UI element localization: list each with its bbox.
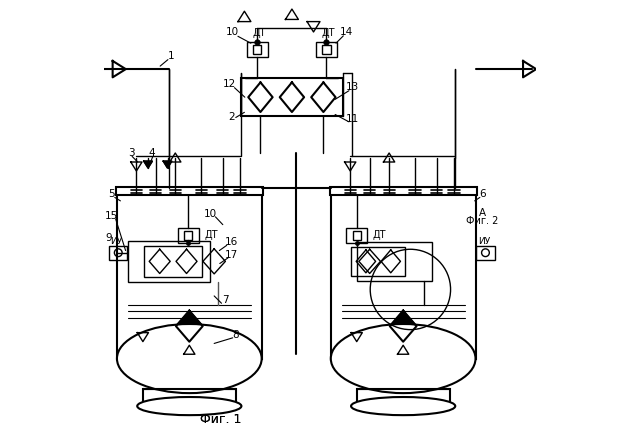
Bar — [184, 231, 192, 240]
Text: 4: 4 — [148, 148, 155, 159]
Text: Фиг. 1: Фиг. 1 — [200, 413, 241, 426]
Polygon shape — [144, 161, 152, 168]
Text: ИУ: ИУ — [477, 237, 490, 245]
Text: ДТ: ДТ — [253, 28, 266, 38]
Text: 11: 11 — [346, 114, 359, 124]
Bar — [351, 247, 405, 276]
Polygon shape — [390, 311, 417, 342]
Bar — [109, 246, 127, 260]
Text: 6: 6 — [479, 189, 486, 200]
Bar — [116, 187, 263, 195]
Text: 17: 17 — [225, 250, 239, 260]
Text: 15: 15 — [105, 211, 118, 221]
Text: 8: 8 — [232, 330, 239, 340]
Text: Фиг. 2: Фиг. 2 — [466, 216, 498, 226]
Bar — [246, 42, 268, 57]
Bar — [144, 246, 202, 277]
Text: 1: 1 — [168, 51, 174, 61]
Bar — [117, 190, 262, 359]
Text: 2: 2 — [228, 111, 235, 122]
Bar — [143, 389, 236, 406]
Text: 9: 9 — [106, 232, 113, 243]
Bar — [356, 389, 450, 406]
Bar — [353, 231, 361, 240]
Ellipse shape — [137, 397, 241, 415]
Text: ДТ: ДТ — [204, 230, 218, 241]
Bar — [330, 187, 477, 195]
Ellipse shape — [331, 324, 476, 393]
Text: 10: 10 — [226, 27, 239, 38]
Text: 10: 10 — [204, 209, 217, 219]
Bar — [316, 42, 337, 57]
Text: 16: 16 — [225, 237, 238, 247]
Bar — [331, 190, 476, 359]
Bar — [476, 246, 495, 260]
Text: ИУ: ИУ — [111, 237, 123, 245]
Text: 14: 14 — [340, 27, 353, 38]
Bar — [128, 241, 210, 282]
Bar — [346, 228, 367, 243]
Text: Фиг. 1: Фиг. 1 — [200, 413, 241, 426]
Text: А: А — [479, 207, 486, 218]
Ellipse shape — [351, 397, 455, 415]
Bar — [253, 45, 262, 54]
Bar — [241, 78, 342, 116]
Bar — [178, 228, 198, 243]
Text: ДТ: ДТ — [322, 28, 335, 38]
Polygon shape — [163, 161, 172, 168]
Text: 3: 3 — [128, 148, 134, 159]
Ellipse shape — [117, 324, 262, 393]
Text: ДТ: ДТ — [372, 230, 386, 241]
Polygon shape — [176, 311, 203, 342]
Bar — [323, 45, 331, 54]
Text: 12: 12 — [223, 79, 236, 89]
Text: 5: 5 — [108, 189, 115, 200]
Text: 7: 7 — [221, 295, 228, 305]
Bar — [356, 242, 433, 281]
Text: 13: 13 — [346, 82, 360, 92]
